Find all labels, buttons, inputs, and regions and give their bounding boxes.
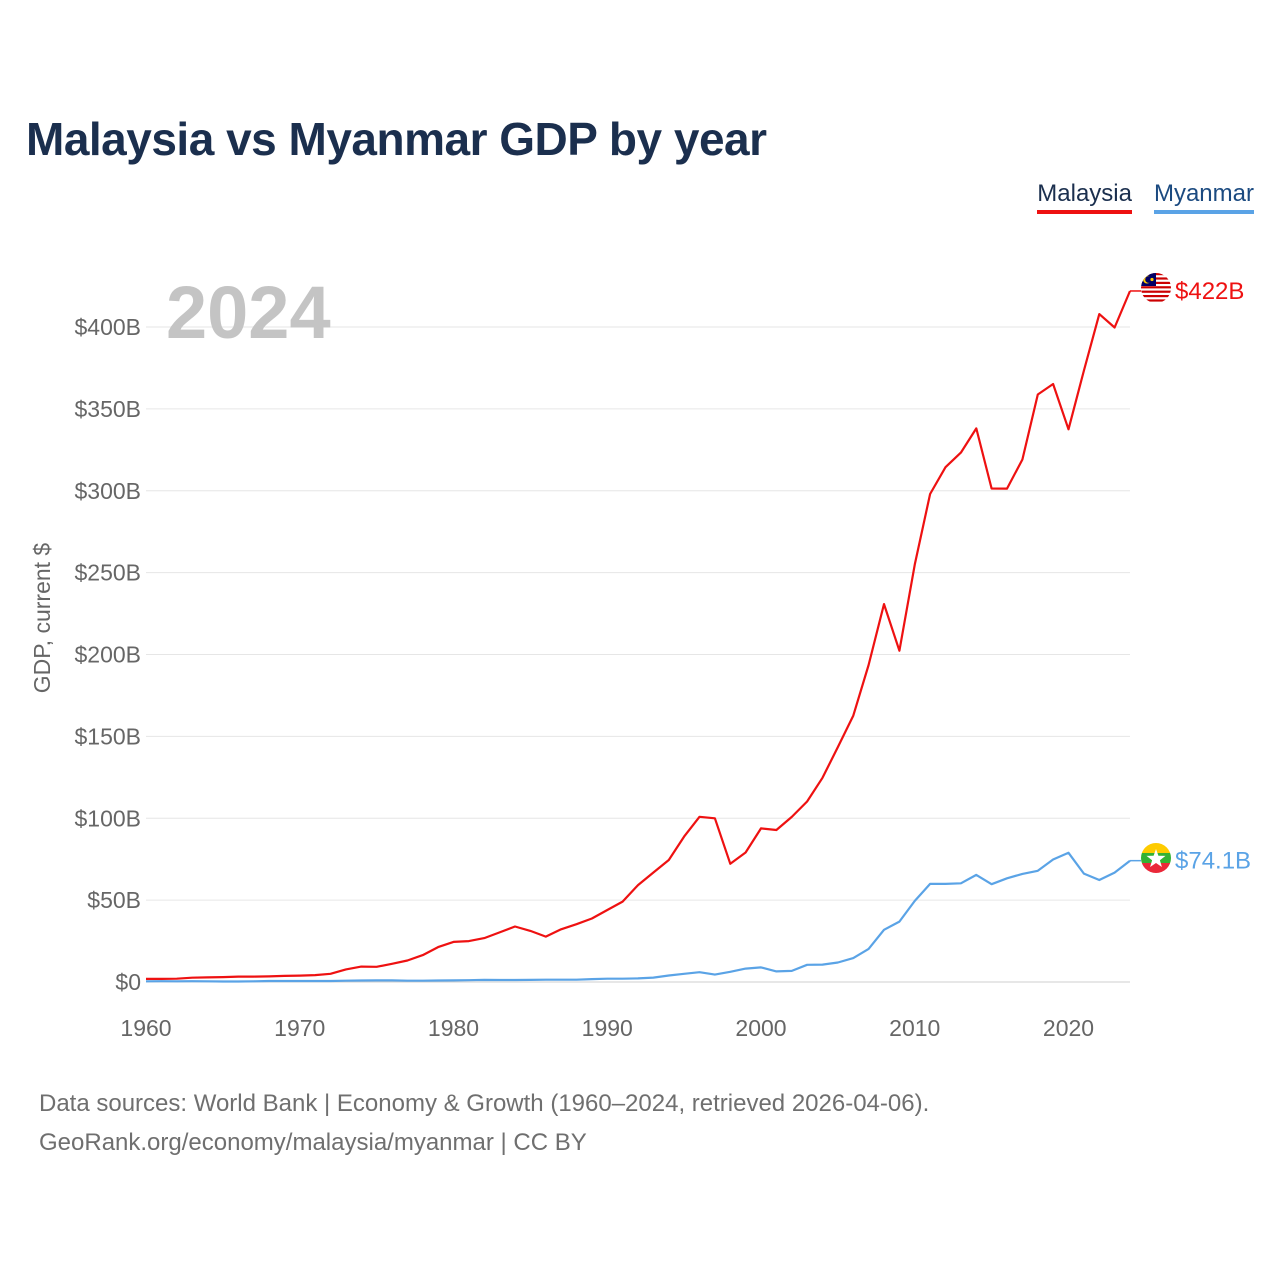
y-tick-label: $200B	[74, 642, 141, 668]
x-tick-label: 1990	[582, 1015, 633, 1041]
source-note: Data sources: World Bank | Economy & Gro…	[39, 1084, 929, 1162]
legend-item-malaysia[interactable]: Malaysia	[1037, 180, 1132, 214]
x-tick-label: 1980	[428, 1015, 479, 1041]
grid-lines	[146, 326, 1130, 983]
y-axis-ticks: $0 $50B $100B $150B $200B $250B $300B $350B $400…	[74, 314, 141, 995]
malaysia-flag-icon	[1141, 273, 1171, 303]
y-axis-label: GDP, current $	[29, 543, 55, 694]
x-tick-label: 2020	[1043, 1015, 1094, 1041]
y-tick-label: $400B	[74, 314, 141, 340]
y-tick-label: $50B	[87, 887, 141, 913]
x-tick-label: 2000	[735, 1015, 786, 1041]
source-line-2[interactable]: GeoRank.org/economy/malaysia/myanmar | C…	[39, 1129, 587, 1156]
series-line-myanmar	[145, 851, 1131, 983]
y-tick-label: $0	[115, 969, 141, 995]
end-labels: $422B $74.1B	[1130, 278, 1251, 875]
legend-item-myanmar[interactable]: Myanmar	[1153, 180, 1254, 214]
y-tick-label: $150B	[74, 723, 141, 749]
chart-title: Malaysia vs Myanmar GDP by year	[26, 113, 767, 165]
x-tick-label: 2010	[889, 1015, 940, 1041]
y-tick-label: $250B	[74, 560, 141, 586]
myanmar-flag-icon	[1141, 843, 1171, 873]
legend: Malaysia Myanmar	[1037, 180, 1254, 214]
y-tick-label: $350B	[74, 396, 141, 422]
y-tick-label: $300B	[74, 478, 141, 504]
x-tick-label: 1970	[274, 1015, 325, 1041]
x-axis-ticks: 1960 1970 1980 1990 2000 2010 2020	[120, 1015, 1094, 1041]
y-tick-label: $100B	[74, 805, 141, 831]
series-lines	[145, 290, 1132, 983]
end-label-malaysia: $422B	[1175, 278, 1244, 305]
source-line-1: Data sources: World Bank | Economy & Gro…	[39, 1090, 930, 1117]
year-label: 2024	[166, 271, 331, 354]
end-label-myanmar: $74.1B	[1175, 848, 1251, 875]
series-line-malaysia	[146, 290, 1132, 981]
x-tick-label: 1960	[120, 1015, 171, 1041]
